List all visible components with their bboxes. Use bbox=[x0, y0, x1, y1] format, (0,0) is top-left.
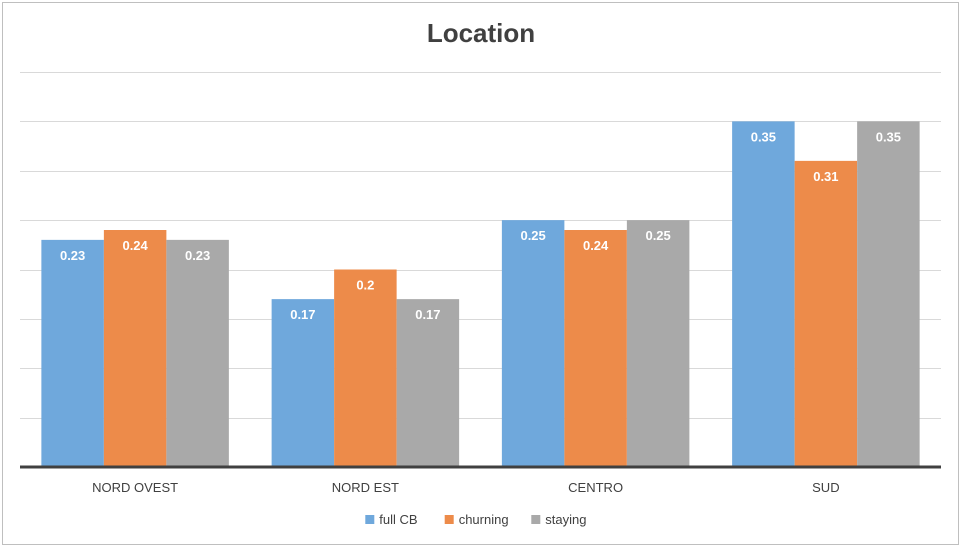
legend-label: staying bbox=[545, 512, 586, 527]
data-label: 0.35 bbox=[751, 129, 776, 144]
data-label: 0.25 bbox=[520, 228, 545, 243]
data-label: 0.24 bbox=[583, 238, 609, 253]
data-label: 0.24 bbox=[122, 238, 148, 253]
data-label: 0.17 bbox=[290, 307, 315, 322]
category-label: NORD EST bbox=[332, 480, 399, 495]
data-label: 0.17 bbox=[415, 307, 440, 322]
bar-full-cb bbox=[271, 299, 335, 467]
bar-churning bbox=[334, 269, 397, 467]
data-label: 0.25 bbox=[645, 228, 670, 243]
category-label: SUD bbox=[812, 480, 839, 495]
legend-swatch bbox=[444, 515, 454, 524]
bar-staying bbox=[166, 239, 229, 467]
bar-staying bbox=[396, 299, 460, 467]
bar-staying bbox=[626, 220, 690, 467]
legend-swatch bbox=[365, 515, 375, 524]
bar-full-cb bbox=[732, 121, 795, 467]
data-label: 0.31 bbox=[813, 169, 838, 184]
category-labels: NORD OVEST NORD EST CENTRO SUD bbox=[92, 480, 839, 495]
legend-swatch bbox=[531, 515, 541, 524]
legend: full CB churning staying bbox=[365, 512, 587, 527]
bar-full-cb bbox=[41, 239, 104, 467]
data-label: 0.23 bbox=[60, 248, 85, 263]
bar-churning bbox=[103, 230, 167, 467]
legend-label: churning bbox=[459, 512, 509, 527]
data-label: 0.35 bbox=[876, 129, 901, 144]
category-label: CENTRO bbox=[568, 480, 623, 495]
bar-staying bbox=[857, 121, 920, 467]
category-label: NORD OVEST bbox=[92, 480, 178, 495]
bar-churning bbox=[564, 230, 627, 467]
bar-churning bbox=[794, 160, 858, 467]
legend-label: full CB bbox=[379, 512, 417, 527]
bar-full-cb bbox=[501, 220, 565, 467]
chart-title: Location bbox=[427, 18, 535, 48]
bars: 0.23 0.24 0.23 0.17 0.2 0.17 0.25 0.24 0.25 0.35 0… bbox=[41, 121, 920, 467]
data-label: 0.23 bbox=[185, 248, 210, 263]
data-label: 0.2 bbox=[356, 278, 374, 293]
